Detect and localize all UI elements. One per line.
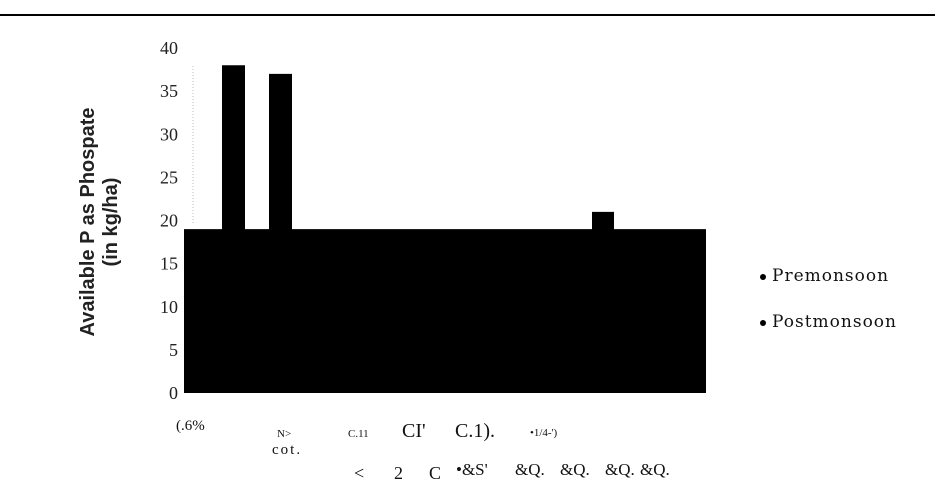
y-tick-label: 25 xyxy=(160,167,178,187)
bullet-icon xyxy=(760,319,766,326)
x-tick-label: &Q. xyxy=(515,460,545,479)
x-tick-label: •1/4-') xyxy=(530,427,558,439)
y-tick-label: 5 xyxy=(169,340,178,360)
x-tick-label: &Q. xyxy=(640,460,670,479)
x-tick-label: cot. xyxy=(272,442,303,458)
x-tick-label: C xyxy=(429,463,442,483)
legend-item-postmonsoon: Postmonsoon xyxy=(760,312,897,332)
x-tick-label: < xyxy=(354,463,365,483)
y-tick-label: 10 xyxy=(160,297,178,317)
x-tick-label: CI' xyxy=(402,420,426,442)
y-tick-label: 15 xyxy=(160,254,178,274)
bar-premonsoon-0 xyxy=(222,65,245,393)
bullet-icon xyxy=(760,273,766,280)
y-tick-label: 20 xyxy=(160,211,178,231)
y-tick-label: 40 xyxy=(160,38,178,58)
legend-label: Premonsoon xyxy=(772,266,890,286)
x-tick-label: (.6% xyxy=(176,418,205,434)
x-tick-label: C.1). xyxy=(455,420,495,442)
x-tick-label: &Q. xyxy=(605,460,635,479)
y-tick-label: 35 xyxy=(160,81,178,101)
y-tick-label: 0 xyxy=(169,383,178,403)
bar-premonsoon-9 xyxy=(592,211,614,393)
top-rule xyxy=(0,14,935,16)
x-tick-label: C.11 xyxy=(348,428,369,440)
bar-base-block xyxy=(184,229,706,393)
bar-premonsoon-1 xyxy=(269,73,292,393)
bars-group xyxy=(184,65,706,393)
x-tick-label: N> xyxy=(277,428,292,440)
legend-label: Postmonsoon xyxy=(772,312,897,332)
legend-item-premonsoon: Premonsoon xyxy=(760,266,889,286)
x-tick-label: •&S' xyxy=(456,460,488,479)
x-tick-label: &Q. xyxy=(560,460,590,479)
x-tick-label: 2 xyxy=(394,463,403,483)
y-tick-label: 30 xyxy=(160,124,178,144)
y-tick-labels: 0 5 10 15 20 25 30 35 40 xyxy=(160,38,178,403)
